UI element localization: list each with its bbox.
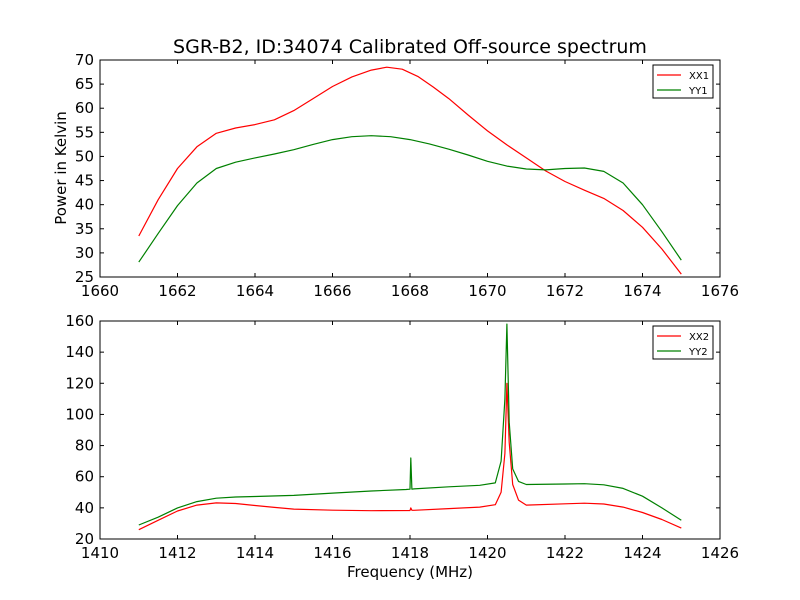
top-x-tick-label: 1676 <box>701 282 739 300</box>
top-x-tick-label: 1664 <box>236 282 274 300</box>
bottom-y-tick-label: 140 <box>65 343 94 361</box>
top-x-tick-label: 1668 <box>391 282 429 300</box>
top-legend-label-xx1: XX1 <box>689 71 709 82</box>
bottom-panel: 1410 1412 1414 1416 1418 1420 1422 1424 1426 20 40… <box>65 312 739 562</box>
bottom-x-tick-label: 1420 <box>468 544 506 562</box>
bottom-y-tick-label: 160 <box>65 312 94 330</box>
bottom-series-xx2-line <box>138 382 682 531</box>
bottom-series-yy2-line <box>138 323 682 526</box>
bottom-legend-label-yy2: YY2 <box>688 347 708 358</box>
bottom-y-tick-label: 120 <box>65 374 94 392</box>
top-y-tick-label: 45 <box>75 172 94 190</box>
top-legend-box <box>652 64 714 99</box>
bottom-y-tick-label: 20 <box>75 530 94 548</box>
bottom-legend-box <box>652 325 714 360</box>
top-y-tick-label: 30 <box>75 244 94 262</box>
bottom-y-tick-label: 80 <box>75 437 94 455</box>
bottom-x-tick-label: 1424 <box>623 544 661 562</box>
top-x-tick-label: 1660 <box>81 282 119 300</box>
bottom-legend-label-xx2: XX2 <box>689 332 709 343</box>
top-y-tick-label: 50 <box>75 147 94 165</box>
bottom-x-axis-label: Frequency (MHz) <box>347 563 473 581</box>
bottom-x-tick-label: 1426 <box>701 544 739 562</box>
top-x-tick-label: 1666 <box>313 282 351 300</box>
top-x-tick-label: 1674 <box>623 282 661 300</box>
top-y-tick-label: 60 <box>75 99 94 117</box>
top-x-tick-label: 1670 <box>468 282 506 300</box>
bottom-x-tick-label: 1416 <box>313 544 351 562</box>
bottom-x-tick-label: 1418 <box>391 544 429 562</box>
top-y-tick-label: 40 <box>75 196 94 214</box>
bottom-x-tick-label: 1410 <box>81 544 119 562</box>
top-series-yy1-line <box>138 135 682 263</box>
figure-title: SGR-B2, ID:34074 Calibrated Off-source s… <box>173 36 647 58</box>
bottom-plot-frame <box>99 320 721 540</box>
top-y-tick-label: 25 <box>75 268 94 286</box>
top-y-tick-label: 35 <box>75 220 94 238</box>
top-y-tick-label: 55 <box>75 123 94 141</box>
top-series-xx1-line <box>138 66 682 275</box>
bottom-y-tick-label: 100 <box>65 405 94 423</box>
bottom-y-tick-label: 60 <box>75 468 94 486</box>
top-legend-label-yy1: YY1 <box>688 86 708 97</box>
bottom-x-tick-label: 1422 <box>546 544 584 562</box>
top-x-tick-label: 1662 <box>158 282 196 300</box>
bottom-x-tick-label: 1412 <box>158 544 196 562</box>
bottom-x-tick-label: 1414 <box>236 544 274 562</box>
top-y-tick-label: 70 <box>75 51 94 69</box>
bottom-y-tick-label: 40 <box>75 499 94 517</box>
top-plot-frame <box>99 59 721 278</box>
top-panel: 1660 1662 1664 1666 1668 1670 1672 1674 1676 25 30… <box>75 51 739 300</box>
top-y-tick-label: 65 <box>75 75 94 93</box>
top-x-tick-label: 1672 <box>546 282 584 300</box>
top-y-axis-label: Power in Kelvin <box>52 111 70 225</box>
